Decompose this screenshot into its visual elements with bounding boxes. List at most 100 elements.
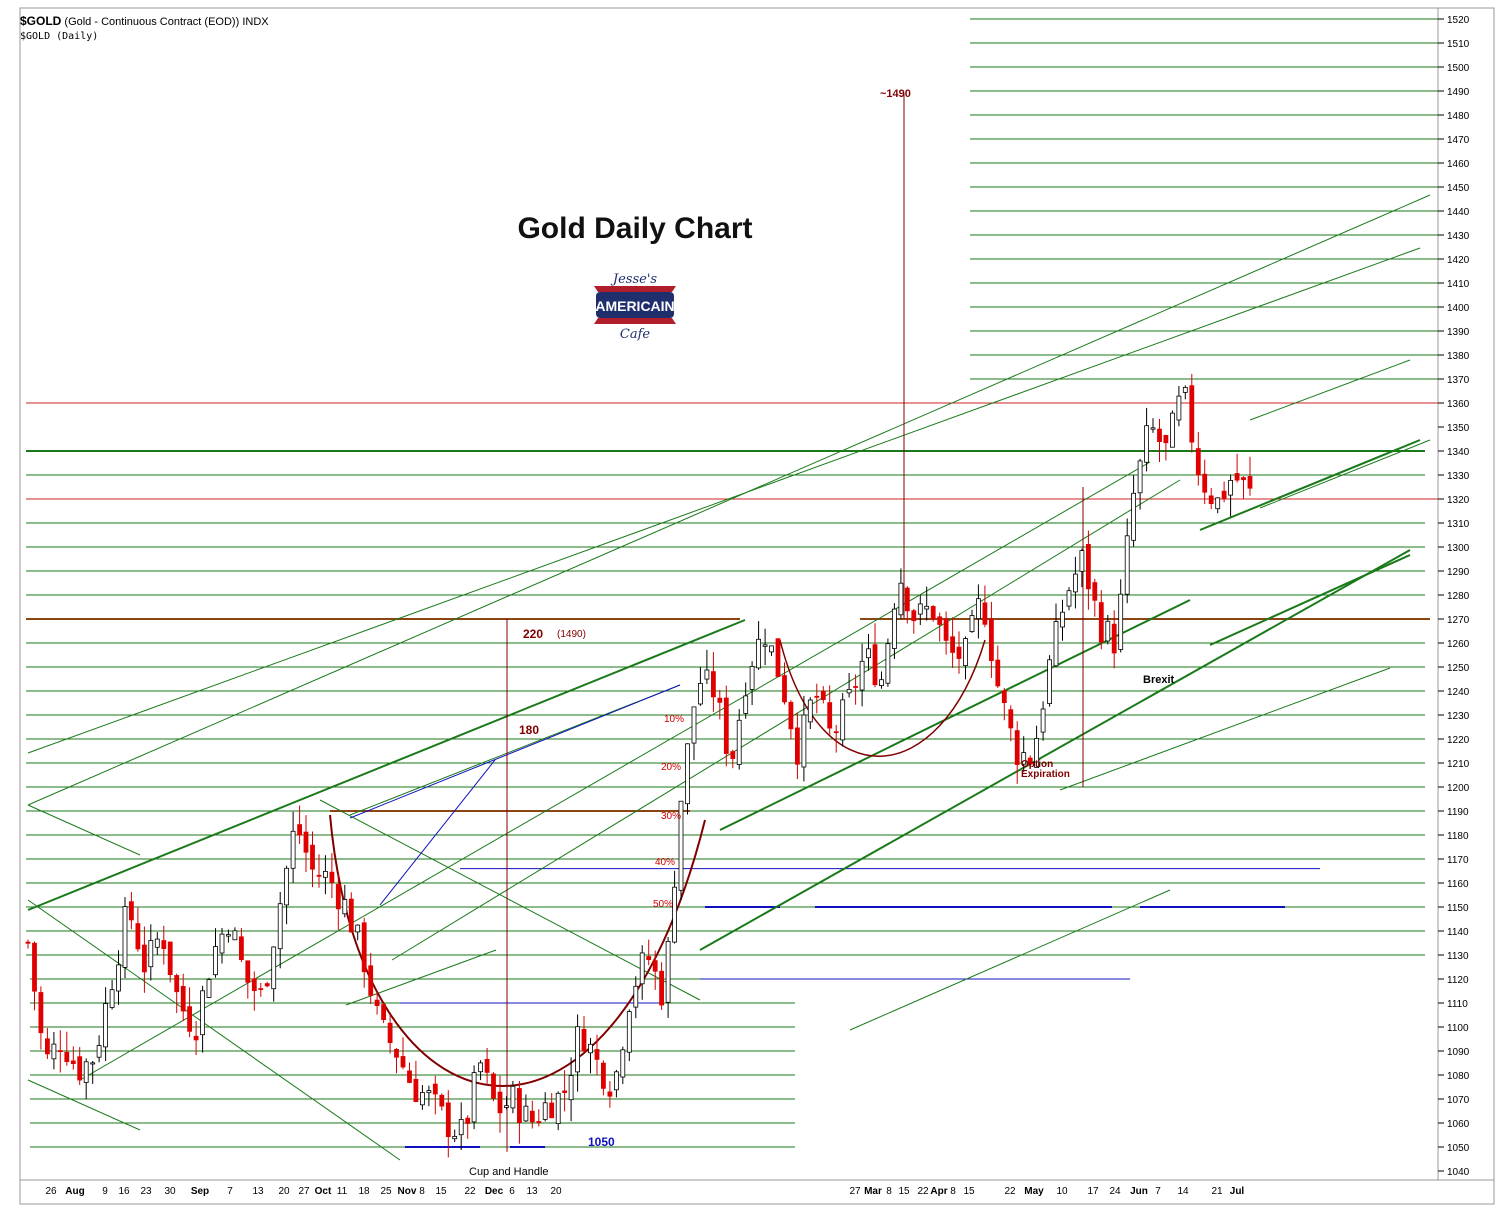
candle-body xyxy=(238,936,244,960)
candle-body xyxy=(1008,709,1014,729)
candle-body xyxy=(187,1006,193,1032)
y-tick-label: 1300 xyxy=(1447,543,1470,554)
candle-body xyxy=(77,1056,83,1081)
candle-body xyxy=(193,1035,199,1041)
y-tick-label: 1460 xyxy=(1447,159,1470,170)
candle-body xyxy=(206,979,212,998)
x-tick-label: 27 xyxy=(849,1186,861,1197)
candle-body xyxy=(381,1004,387,1020)
y-tick-label: 1360 xyxy=(1447,399,1470,410)
candle-body xyxy=(769,645,774,653)
candle-body xyxy=(853,686,858,688)
candle-body xyxy=(458,1119,464,1136)
candle-body xyxy=(555,1092,561,1125)
candle-body xyxy=(200,990,206,1036)
x-tick-label: 13 xyxy=(252,1186,264,1197)
candle-body xyxy=(1040,708,1046,733)
x-tick-label: 14 xyxy=(1177,1186,1189,1197)
x-tick-label: 9 xyxy=(102,1186,108,1197)
fib-label: 40% xyxy=(655,857,675,868)
candle-body xyxy=(924,605,930,610)
candle-body xyxy=(1021,752,1027,765)
y-tick-label: 1370 xyxy=(1447,375,1470,386)
candle-body xyxy=(504,1105,509,1108)
candle-body xyxy=(698,683,703,705)
y-tick-label: 1520 xyxy=(1447,15,1470,26)
candle-body xyxy=(795,727,800,765)
candle-body xyxy=(251,978,257,991)
candle-body xyxy=(659,970,664,1006)
annotation-option-expiration: Expiration xyxy=(1021,769,1070,780)
candle-body xyxy=(833,731,839,734)
candle-body xyxy=(995,659,1001,687)
candle-body xyxy=(1202,473,1208,493)
x-tick-label: Oct xyxy=(315,1186,332,1197)
candle-body xyxy=(1034,738,1039,768)
candle-body xyxy=(174,975,180,993)
y-tick-label: 1150 xyxy=(1447,903,1469,914)
date-axis-frame xyxy=(19,1179,1495,1205)
candle-body xyxy=(374,999,380,1006)
annotation-brexit: Brexit xyxy=(1143,674,1175,686)
candle-body xyxy=(1060,611,1065,628)
candle-body xyxy=(1092,582,1098,601)
candle-body xyxy=(141,944,147,973)
x-tick-label: 15 xyxy=(963,1186,975,1197)
candle-body xyxy=(271,946,277,990)
candle-body xyxy=(109,989,115,1008)
y-tick-label: 1200 xyxy=(1447,783,1470,794)
candle-body xyxy=(620,1049,626,1078)
candle-body xyxy=(361,922,367,973)
trend-channel-line xyxy=(391,479,1181,961)
x-tick-label: 17 xyxy=(1087,1186,1099,1197)
candle-body xyxy=(1079,550,1085,572)
y-tick-label: 1340 xyxy=(1447,447,1470,458)
y-tick-label: 1350 xyxy=(1447,423,1470,434)
x-tick-label: 15 xyxy=(435,1186,447,1197)
candle-body xyxy=(51,1043,57,1060)
candle-body xyxy=(840,699,846,741)
y-tick-label: 1270 xyxy=(1447,615,1470,626)
y-tick-label: 1430 xyxy=(1447,231,1470,242)
x-tick-label: 27 xyxy=(298,1186,310,1197)
cup-arc xyxy=(779,639,986,757)
candle-body xyxy=(510,1085,516,1109)
candle-body xyxy=(1150,427,1156,430)
candle-body xyxy=(775,638,781,677)
x-tick-label: 6 xyxy=(509,1186,515,1197)
svg-text:Cafe: Cafe xyxy=(620,327,651,342)
candle-body xyxy=(335,884,341,910)
candle-body xyxy=(788,701,794,730)
candle-body xyxy=(963,638,968,666)
americain-cafe-logo: Jesse's AMERICAIN Cafe xyxy=(594,272,676,342)
candle-body xyxy=(736,719,742,765)
candle-body xyxy=(478,1062,484,1073)
candle-body xyxy=(232,930,238,941)
candle-body xyxy=(90,1062,96,1065)
x-tick-label: 25 xyxy=(380,1186,392,1197)
candle-body xyxy=(1131,492,1136,541)
candle-body xyxy=(1047,659,1052,704)
candle-body xyxy=(976,598,981,620)
svg-text:Jesse's: Jesse's xyxy=(610,272,658,287)
candle-body xyxy=(782,675,787,703)
candle-body xyxy=(180,986,186,1012)
annotation-option-expiration: Option xyxy=(1021,759,1053,770)
candle-body xyxy=(70,1060,76,1065)
candle-body xyxy=(626,1011,632,1053)
candle-body xyxy=(898,582,904,616)
candle-body xyxy=(465,1117,471,1124)
candle-body xyxy=(588,1043,593,1054)
trend-channel-line xyxy=(1249,359,1411,421)
candle-body xyxy=(1234,473,1240,481)
candle-body xyxy=(711,671,716,698)
trend-channel-line xyxy=(719,599,1191,831)
x-tick-label: 21 xyxy=(1211,1186,1223,1197)
candle-body xyxy=(1221,490,1227,499)
x-tick-label: 16 xyxy=(118,1186,130,1197)
candle-body xyxy=(426,1090,432,1094)
candle-body xyxy=(128,901,134,921)
candle-body xyxy=(529,1110,535,1123)
annotation-measure: 180 xyxy=(519,723,539,737)
